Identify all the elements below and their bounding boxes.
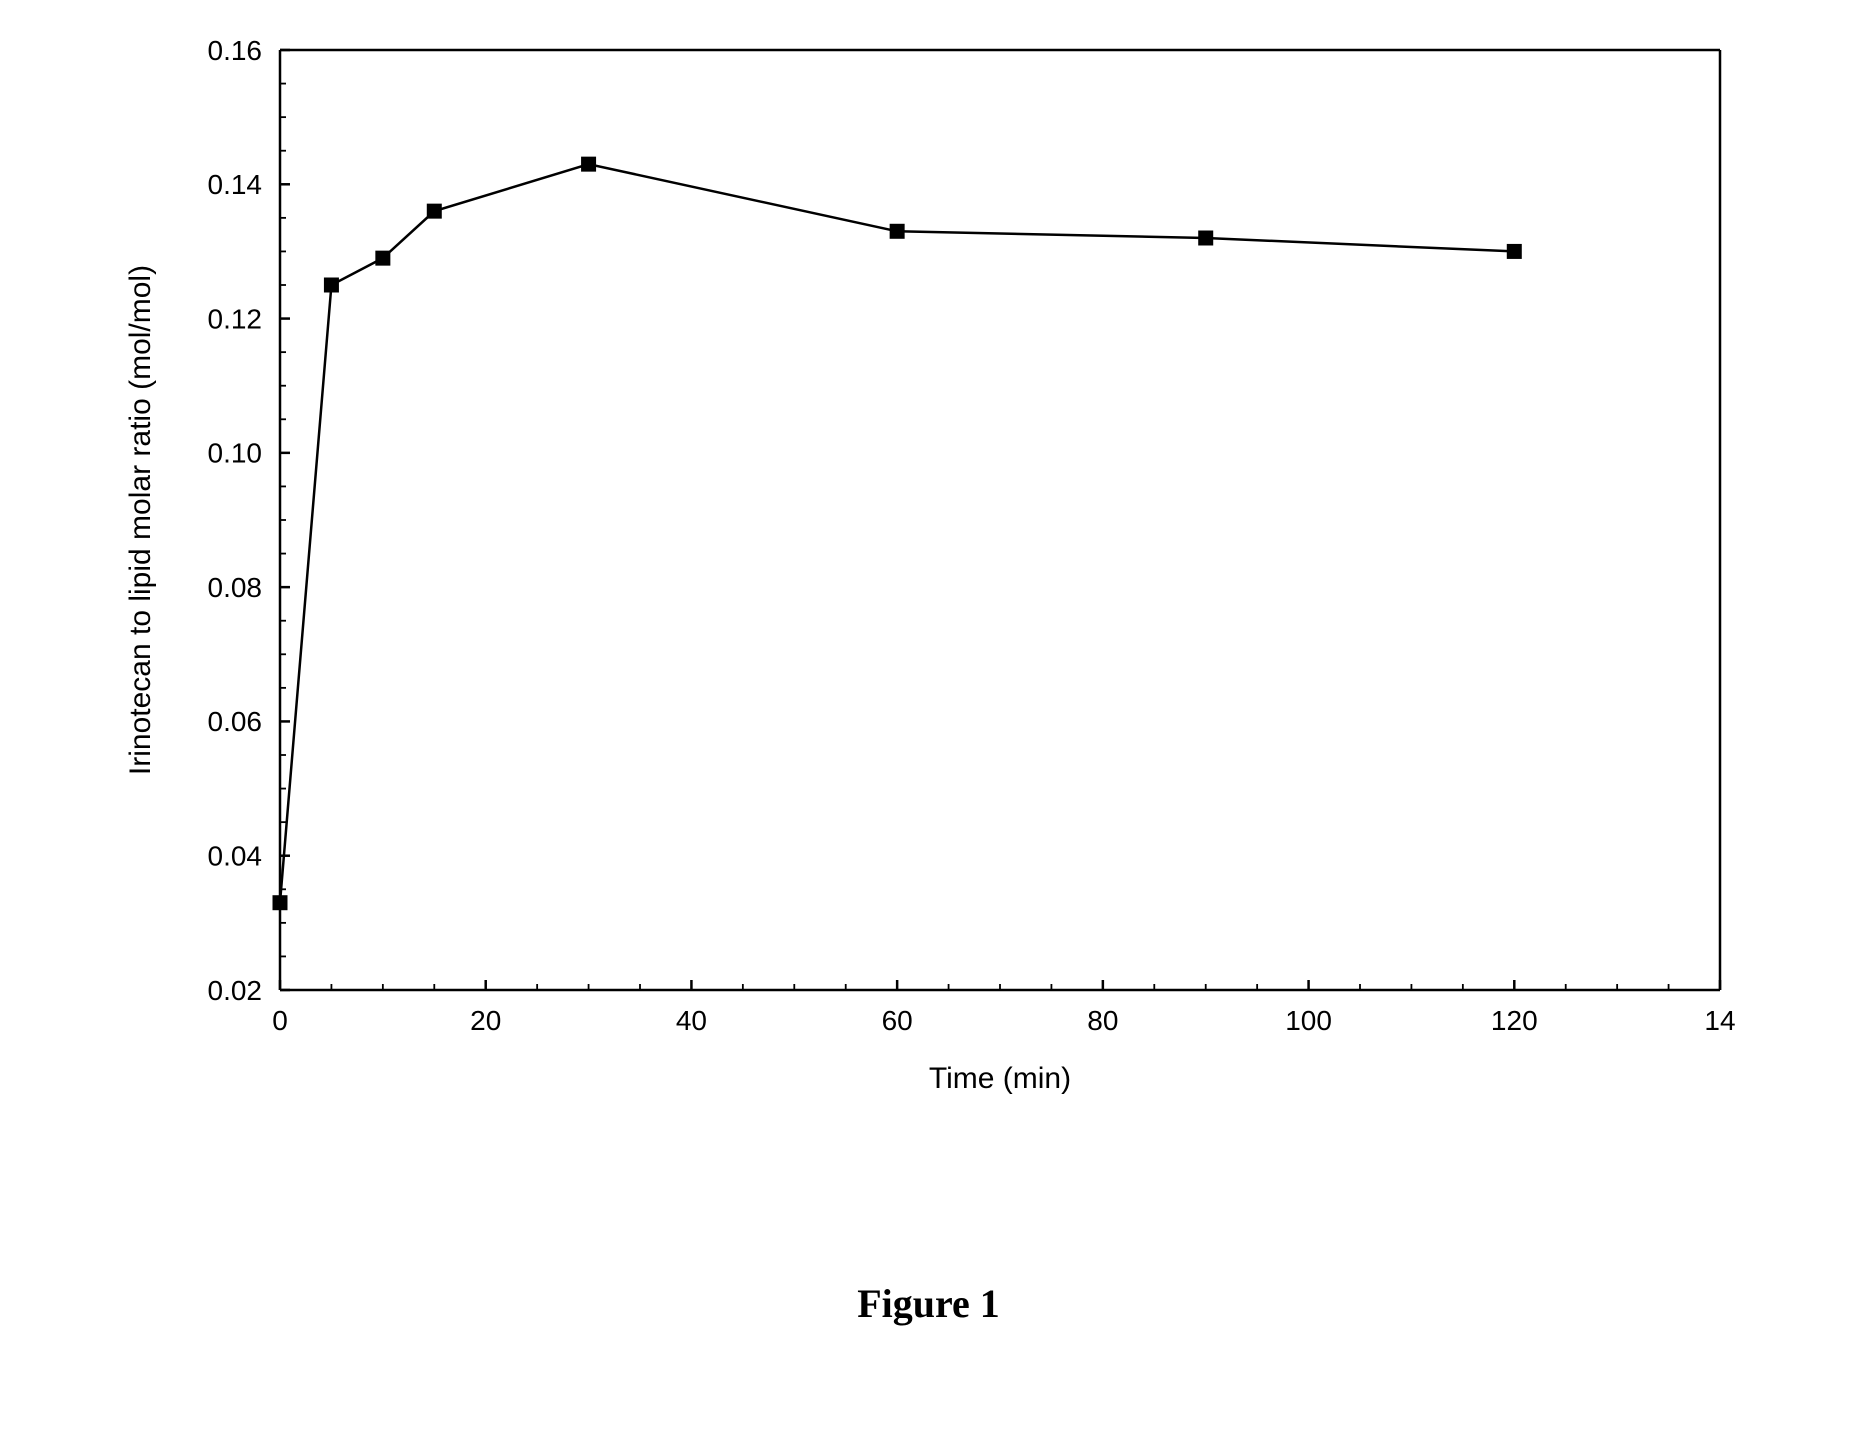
svg-text:40: 40 bbox=[676, 1005, 707, 1036]
svg-text:60: 60 bbox=[882, 1005, 913, 1036]
svg-text:20: 20 bbox=[470, 1005, 501, 1036]
svg-text:80: 80 bbox=[1087, 1005, 1118, 1036]
svg-text:0.06: 0.06 bbox=[208, 706, 263, 737]
svg-text:14: 14 bbox=[1704, 1005, 1735, 1036]
svg-text:0.12: 0.12 bbox=[208, 303, 263, 334]
line-chart: 0.02 0.04 0.06 0.08 0.10 0.12 0.14 0.16 0 20 40 60 8… bbox=[80, 30, 1760, 1150]
svg-text:0.08: 0.08 bbox=[208, 572, 263, 603]
page: 0.02 0.04 0.06 0.08 0.10 0.12 0.14 0.16 0 20 40 60 8… bbox=[0, 0, 1857, 1441]
svg-text:Time (min): Time (min) bbox=[929, 1062, 1071, 1095]
svg-text:100: 100 bbox=[1285, 1005, 1332, 1036]
svg-text:Irinotecan to lipid molar rati: Irinotecan to lipid molar ratio (mol/mol… bbox=[124, 265, 157, 775]
chart-container: 0.02 0.04 0.06 0.08 0.10 0.12 0.14 0.16 0 20 40 60 8… bbox=[80, 30, 1760, 1150]
svg-text:0.14: 0.14 bbox=[208, 169, 263, 200]
svg-text:0.04: 0.04 bbox=[208, 841, 263, 872]
figure-caption: Figure 1 bbox=[0, 1280, 1857, 1327]
svg-text:0: 0 bbox=[272, 1005, 288, 1036]
svg-text:0.10: 0.10 bbox=[208, 438, 263, 469]
svg-text:0.16: 0.16 bbox=[208, 35, 263, 66]
svg-text:120: 120 bbox=[1491, 1005, 1538, 1036]
svg-text:0.02: 0.02 bbox=[208, 975, 263, 1006]
